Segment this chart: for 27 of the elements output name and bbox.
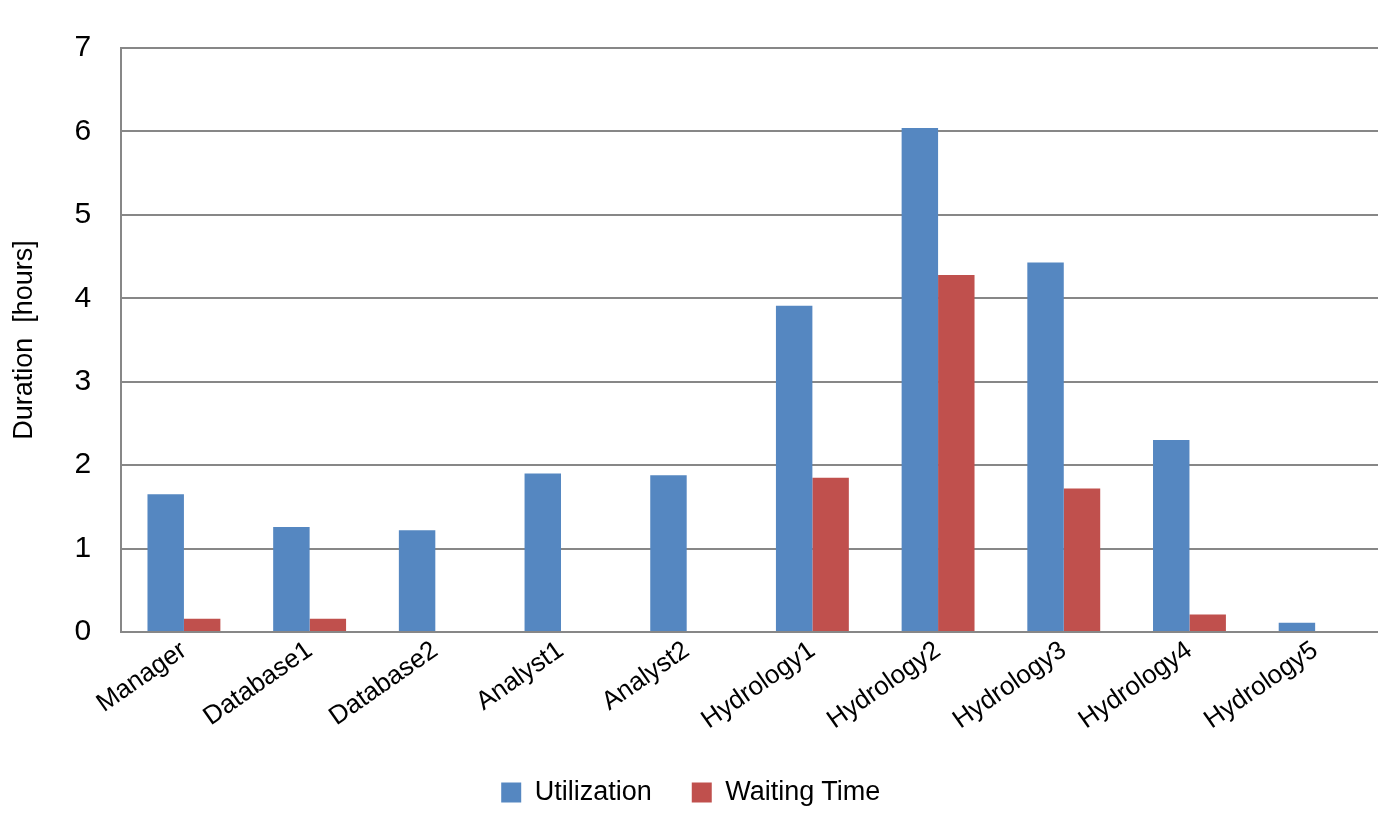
y-axis-title: Duration [hours] [7,240,38,440]
bar [650,475,687,632]
y-tick-label: 2 [74,446,92,480]
bar [775,305,813,632]
y-tick-label: 3 [74,362,92,396]
bar [273,526,310,632]
bar [309,618,347,632]
bar [524,473,562,632]
y-tick-label: 0 [74,613,92,647]
bar [1153,440,1190,632]
y-tick-label: 4 [74,279,92,313]
y-tick-label: 7 [74,29,92,63]
bar [147,494,184,632]
y-tick-label: 6 [74,112,92,146]
legend-label: Waiting Time [725,775,881,806]
bar [812,477,849,632]
bar [1189,614,1226,632]
bar [901,128,939,632]
legend-label: Utilization [534,775,652,806]
bar [1278,622,1316,632]
bar [183,618,221,632]
bar [1063,488,1101,632]
bar [398,530,436,632]
y-tick-label: 1 [74,529,92,563]
bar [1027,262,1064,632]
bar [938,274,975,632]
y-tick-label: 5 [74,196,92,230]
